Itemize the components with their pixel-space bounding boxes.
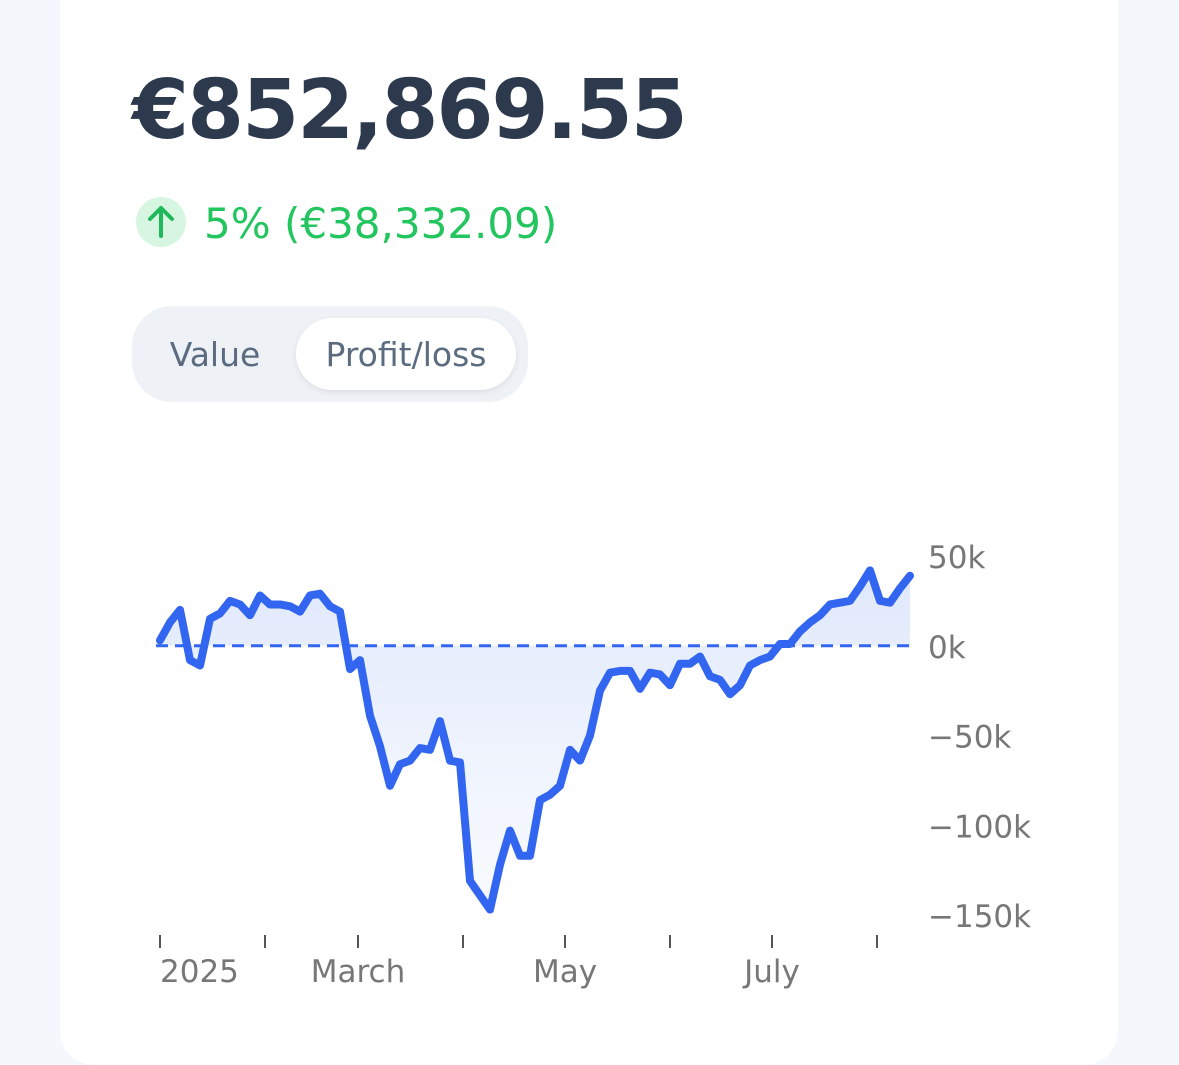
area <box>160 570 910 910</box>
x-tick-label: July <box>742 954 800 990</box>
amount: €852,869.55 <box>130 63 686 158</box>
y-tick-label: 0k <box>928 630 966 666</box>
y-tick-label: −100k <box>928 809 1031 845</box>
x-tick-label: March <box>311 954 406 990</box>
card <box>60 0 1118 1065</box>
line <box>156 566 914 914</box>
toggle-selected[interactable] <box>296 318 516 390</box>
x-tick-label: May <box>533 954 597 990</box>
toggle-option[interactable]: Profit/loss <box>326 335 487 374</box>
change: 5% (€38,332.09) <box>204 199 557 248</box>
y-tick-label: −50k <box>928 720 1011 756</box>
x-tick-label: 2025 <box>160 954 239 990</box>
y-tick-label: −150k <box>928 899 1031 935</box>
y-tick-label: 50k <box>928 540 985 576</box>
toggle-option[interactable]: Value <box>170 335 261 374</box>
up-arrow <box>148 206 174 238</box>
